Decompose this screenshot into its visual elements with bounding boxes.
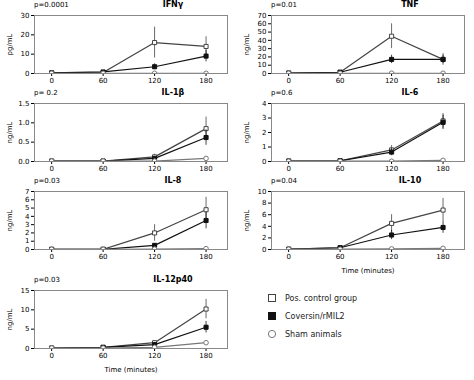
html-text:p=0.6: p=0.6: [271, 89, 293, 97]
html-text:p= 0.2: p= 0.2: [34, 89, 58, 97]
svg-text:0: 0: [286, 253, 290, 261]
svg-text:1.5: 1.5: [18, 100, 29, 108]
svg-text:10: 10: [21, 306, 30, 314]
svg-text:0.5: 0.5: [18, 138, 29, 146]
html-text:Coversin/rMIL2: Coversin/rMIL2: [285, 311, 345, 321]
svg-text:120: 120: [148, 352, 161, 360]
svg-text:4: 4: [25, 213, 30, 221]
svg-text:180: 180: [199, 253, 212, 261]
html-text:IL-10: IL-10: [398, 176, 422, 185]
html-text:p=0.03: p=0.03: [34, 276, 60, 284]
svg-text:120: 120: [148, 253, 161, 261]
svg-text:180: 180: [436, 77, 449, 85]
html-text:p=0.0001: p=0.0001: [34, 1, 69, 9]
svg-text:120: 120: [385, 253, 398, 261]
svg-text:60: 60: [99, 352, 108, 360]
html-text:IL-1β: IL-1β: [161, 88, 185, 97]
svg-text:2: 2: [262, 129, 266, 137]
svg-text:6: 6: [262, 211, 267, 219]
svg-text:6: 6: [25, 196, 30, 204]
svg-text:50: 50: [258, 28, 267, 36]
html-text:Pos. control group: Pos. control group: [285, 293, 358, 303]
svg-text:180: 180: [436, 253, 449, 261]
svg-text:0: 0: [49, 253, 53, 261]
svg-text:ng/mL: ng/mL: [6, 121, 14, 143]
html-text:p=0.01: p=0.01: [271, 1, 297, 9]
svg-text:60: 60: [99, 77, 108, 85]
html-text:TNF: TNF: [401, 0, 419, 9]
svg-text:ng/mL: ng/mL: [6, 308, 14, 330]
svg-text:0: 0: [262, 70, 266, 78]
svg-text:Time (minutes): Time (minutes): [103, 366, 157, 374]
svg-text:120: 120: [148, 165, 161, 173]
svg-text:0: 0: [49, 352, 53, 360]
svg-text:20: 20: [258, 53, 267, 61]
svg-text:ng/mL: ng/mL: [243, 33, 251, 55]
svg-text:70: 70: [258, 12, 267, 20]
svg-text:0: 0: [286, 165, 290, 173]
html-text:Sham animals: Sham animals: [285, 329, 342, 339]
svg-text:0: 0: [262, 158, 266, 166]
svg-text:20: 20: [21, 31, 30, 39]
svg-text:0: 0: [49, 77, 53, 85]
svg-text:10: 10: [258, 61, 267, 69]
svg-text:7: 7: [25, 188, 29, 196]
svg-text:1: 1: [25, 237, 29, 245]
svg-text:0: 0: [25, 345, 29, 353]
svg-text:4: 4: [262, 223, 267, 231]
html-text:IL-12p40: IL-12p40: [153, 275, 193, 284]
html-text:IL-8: IL-8: [164, 176, 182, 185]
svg-text:8: 8: [262, 199, 266, 207]
svg-text:60: 60: [336, 253, 345, 261]
svg-text:0: 0: [25, 246, 29, 254]
svg-text:30: 30: [21, 12, 30, 20]
svg-text:4: 4: [262, 100, 267, 108]
svg-text:120: 120: [148, 77, 161, 85]
svg-text:ng/mL: ng/mL: [6, 209, 14, 231]
svg-text:1: 1: [262, 143, 266, 151]
svg-text:3: 3: [262, 114, 266, 122]
svg-text:60: 60: [258, 20, 267, 28]
svg-text:0: 0: [286, 77, 290, 85]
svg-text:60: 60: [336, 77, 345, 85]
svg-text:60: 60: [99, 165, 108, 173]
svg-text:2: 2: [262, 234, 266, 242]
svg-text:0: 0: [49, 165, 53, 173]
svg-text:180: 180: [199, 352, 212, 360]
html-text:IL-6: IL-6: [401, 88, 419, 97]
svg-text:10: 10: [258, 188, 267, 196]
svg-text:40: 40: [258, 37, 267, 45]
svg-text:180: 180: [199, 165, 212, 173]
html-text:p=0.03: p=0.03: [34, 177, 60, 185]
svg-text:180: 180: [199, 77, 212, 85]
svg-text:180: 180: [436, 165, 449, 173]
svg-text:0: 0: [262, 246, 266, 254]
svg-text:2: 2: [25, 229, 29, 237]
svg-text:60: 60: [99, 253, 108, 261]
svg-text:1.0: 1.0: [18, 119, 29, 127]
svg-text:5: 5: [25, 325, 29, 333]
svg-text:60: 60: [336, 165, 345, 173]
html-text:IFNγ: IFNγ: [162, 0, 184, 9]
svg-text:5: 5: [25, 204, 29, 212]
html-text:p=0.04: p=0.04: [271, 177, 297, 185]
svg-text:30: 30: [258, 45, 267, 53]
svg-text:0: 0: [25, 70, 29, 78]
svg-text:ng/mL: ng/mL: [243, 209, 251, 231]
svg-text:120: 120: [385, 77, 398, 85]
svg-text:Time (minutes): Time (minutes): [340, 267, 394, 275]
svg-text:120: 120: [385, 165, 398, 173]
svg-text:0.0: 0.0: [18, 158, 29, 166]
svg-text:15: 15: [21, 287, 30, 295]
svg-text:3: 3: [25, 221, 29, 229]
svg-text:pg/mL: pg/mL: [6, 33, 14, 55]
svg-text:10: 10: [21, 50, 30, 58]
svg-text:ng/mL: ng/mL: [243, 121, 251, 143]
